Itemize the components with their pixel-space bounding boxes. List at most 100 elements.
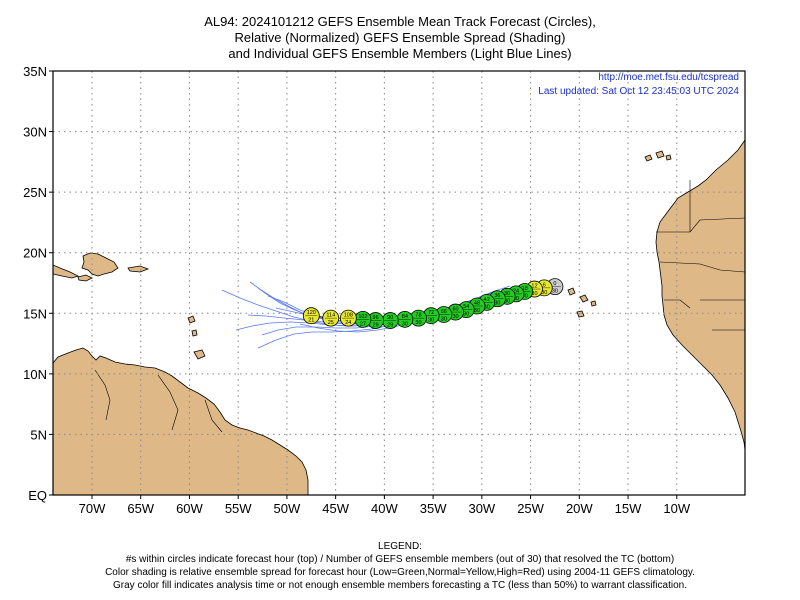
member-count-label: 30 bbox=[441, 316, 447, 322]
lon-tick-label: 60W bbox=[176, 501, 203, 516]
member-count-label: 30 bbox=[415, 320, 421, 326]
legend-line-2: Color shading is relative ensemble sprea… bbox=[105, 567, 695, 578]
lon-tick-label: 20W bbox=[566, 501, 593, 516]
member-count-label: 30 bbox=[494, 301, 500, 307]
country-border bbox=[659, 261, 745, 273]
forecast-hour-label: 24 bbox=[513, 288, 519, 294]
lon-tick-label: 45W bbox=[322, 501, 349, 516]
south-america-landmass bbox=[53, 347, 309, 495]
lon-tick-label: 10W bbox=[663, 501, 690, 516]
member-count-label: 30 bbox=[504, 298, 510, 304]
forecast-hour-label: 102 bbox=[358, 314, 367, 320]
member-count-label: 30 bbox=[522, 293, 528, 299]
lat-tick-label: 15N bbox=[23, 306, 47, 321]
map-title: AL94: 2024101212 GEFS Ensemble Mean Trac… bbox=[0, 14, 800, 62]
member-count-label: 30 bbox=[484, 304, 490, 310]
lat-tick-label: 10N bbox=[23, 367, 47, 382]
forecast-hour-label: 108 bbox=[344, 313, 353, 319]
legend-line-3: Gray color fill indicates analysis time … bbox=[113, 580, 687, 591]
lon-tick-label: 40W bbox=[371, 501, 398, 516]
ensemble-mean-track: 0306301230183024303030363042304830543060… bbox=[302, 278, 564, 329]
member-count-label: 29 bbox=[373, 323, 379, 329]
country-border bbox=[204, 399, 223, 433]
member-count-label: 30 bbox=[463, 312, 469, 318]
member-count-label: 29 bbox=[387, 323, 393, 329]
graticule bbox=[53, 71, 745, 495]
member-count-label: 30 bbox=[552, 289, 558, 295]
member-count-label: 30 bbox=[474, 308, 480, 314]
lat-tick-label: 30N bbox=[23, 125, 47, 140]
forecast-hour-label: 48 bbox=[474, 301, 480, 307]
lat-tick-label: EQ bbox=[28, 488, 47, 503]
forecast-hour-label: 120 bbox=[307, 310, 316, 316]
lat-tick-label: 5N bbox=[30, 427, 47, 442]
lon-tick-label: 30W bbox=[468, 501, 495, 516]
martinique-island bbox=[191, 329, 198, 337]
member-count-label: 30 bbox=[428, 318, 434, 324]
cuba-island-edge bbox=[53, 264, 80, 279]
forecast-hour-label: 12 bbox=[531, 284, 537, 290]
guadeloupe-island bbox=[187, 315, 196, 324]
legend: LEGEND: #s within circles indicate forec… bbox=[0, 540, 800, 592]
forecast-hour-label: 66 bbox=[441, 309, 447, 315]
lat-tick-label: 25N bbox=[23, 185, 47, 200]
forecast-hour-label: 114 bbox=[326, 313, 335, 319]
forecast-hour-label: 84 bbox=[402, 314, 408, 320]
lon-tick-label: 25W bbox=[517, 501, 544, 516]
member-count-label: 25 bbox=[328, 320, 334, 326]
trinidad-island bbox=[193, 349, 206, 360]
member-count-label: 30 bbox=[513, 296, 519, 302]
source-url[interactable]: http://moe.met.fsu.edu/tcspread bbox=[598, 72, 739, 83]
lon-tick-label: 70W bbox=[79, 501, 106, 516]
africa-landmass bbox=[655, 139, 745, 451]
forecast-hour-label: 54 bbox=[463, 304, 469, 310]
map-axes: 35N 30N 25N 20N 15N 10N 5N EQ 70W 65W 60W 55W 50W 45W… bbox=[23, 64, 691, 516]
forecast-hour-label: 42 bbox=[484, 297, 490, 303]
lat-tick-label: 35N bbox=[23, 64, 47, 79]
country-border bbox=[157, 374, 179, 431]
jamaica-island bbox=[77, 274, 93, 282]
map-frame bbox=[52, 70, 746, 496]
lon-tick-label: 35W bbox=[420, 501, 447, 516]
country-border bbox=[94, 369, 111, 421]
member-count-label: 27 bbox=[360, 321, 366, 327]
cape-verde-islands bbox=[567, 287, 597, 318]
member-count-label: 30 bbox=[531, 291, 537, 297]
last-updated: Last updated: Sat Oct 12 23:45:03 UTC 20… bbox=[538, 86, 739, 97]
lat-tick-label: 20N bbox=[23, 246, 47, 261]
country-border bbox=[664, 299, 691, 309]
lon-tick-label: 50W bbox=[274, 501, 301, 516]
forecast-hour-label: 78 bbox=[415, 313, 421, 319]
forecast-hour-label: 72 bbox=[428, 310, 434, 316]
puerto-rico-island bbox=[127, 265, 150, 273]
land-masses bbox=[53, 139, 745, 495]
country-border bbox=[656, 217, 745, 233]
lon-tick-label: 65W bbox=[127, 501, 154, 516]
title-line-2: Relative (Normalized) GEFS Ensemble Spre… bbox=[234, 30, 566, 45]
lon-tick-label: 15W bbox=[615, 501, 642, 516]
legend-heading: LEGEND: bbox=[378, 541, 422, 552]
member-count-label: 30 bbox=[541, 290, 547, 296]
legend-line-1: #s within circles indicate forecast hour… bbox=[125, 554, 675, 565]
lon-tick-label: 55W bbox=[225, 501, 252, 516]
forecast-hour-label: 36 bbox=[494, 293, 500, 299]
forecast-hour-label: 18 bbox=[522, 286, 528, 292]
member-count-label: 30 bbox=[402, 321, 408, 327]
forecast-hour-label: 30 bbox=[504, 291, 510, 297]
hispaniola-island bbox=[81, 252, 119, 277]
forecast-hour-label: 0 bbox=[553, 281, 556, 287]
forecast-hour-label: 90 bbox=[387, 315, 393, 321]
canary-islands bbox=[644, 150, 672, 162]
member-count-label: 24 bbox=[345, 320, 351, 326]
title-line-3: and Individual GEFS Ensemble Members (Li… bbox=[228, 46, 572, 61]
title-line-1: AL94: 2024101212 GEFS Ensemble Mean Trac… bbox=[204, 14, 596, 29]
member-count-label: 21 bbox=[308, 318, 314, 324]
